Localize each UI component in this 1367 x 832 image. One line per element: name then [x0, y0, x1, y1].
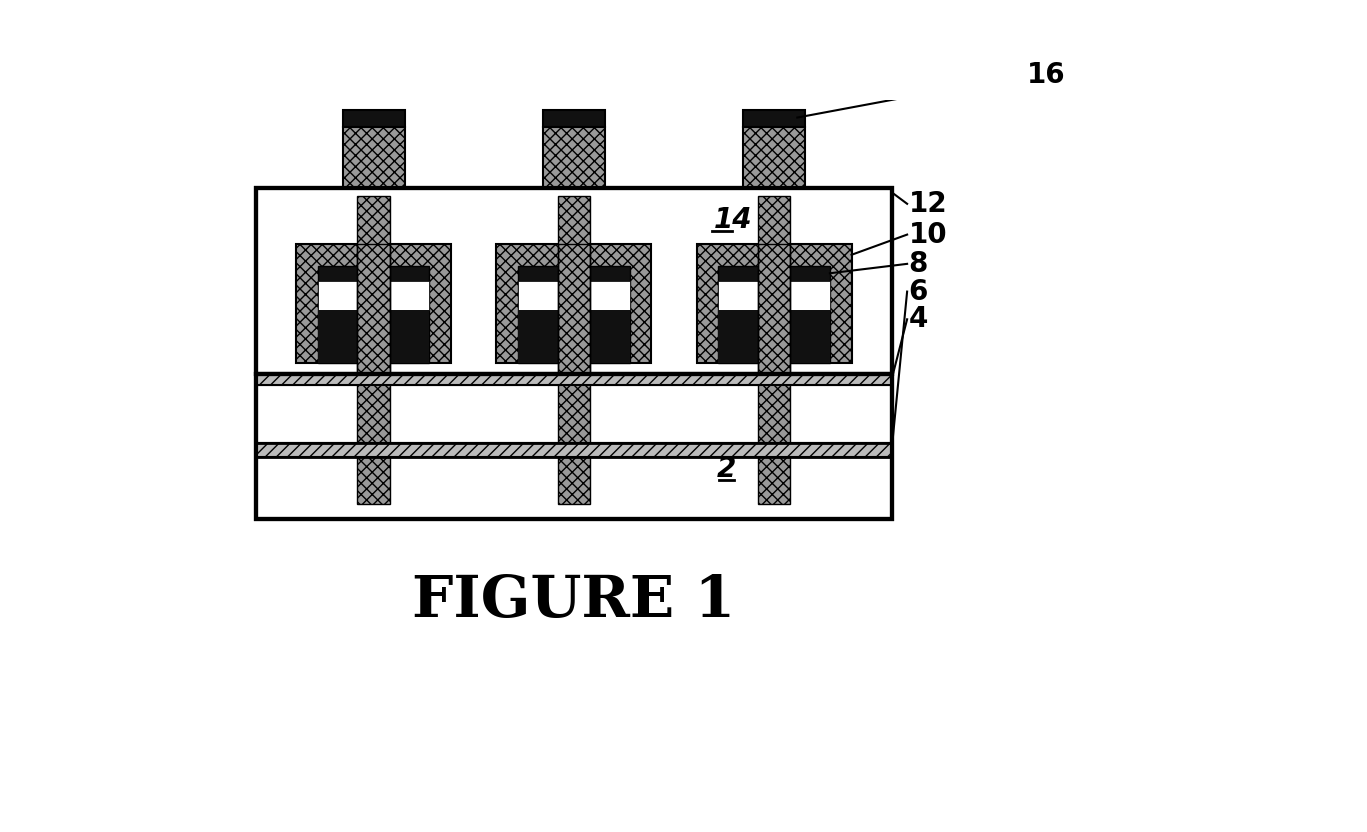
Bar: [518, 310, 630, 364]
Bar: [518, 281, 630, 310]
Bar: [256, 188, 891, 374]
Text: 8: 8: [909, 250, 928, 278]
Text: 14: 14: [714, 206, 752, 234]
Bar: [718, 281, 830, 310]
Text: 16: 16: [1027, 62, 1066, 89]
Text: 2: 2: [716, 454, 735, 483]
Bar: [357, 244, 390, 377]
Bar: [256, 374, 891, 384]
Bar: [558, 244, 591, 377]
Text: 10: 10: [909, 220, 947, 249]
Bar: [543, 126, 604, 188]
Bar: [256, 188, 891, 374]
Bar: [343, 126, 405, 188]
Text: 4: 4: [909, 305, 928, 334]
Bar: [319, 310, 429, 364]
Bar: [496, 244, 651, 364]
Bar: [256, 374, 891, 519]
Bar: [518, 265, 630, 364]
Bar: [718, 310, 830, 364]
Bar: [697, 244, 852, 364]
Text: FIGURE 1: FIGURE 1: [413, 573, 735, 629]
Text: 6: 6: [909, 278, 928, 305]
Bar: [757, 244, 790, 377]
Bar: [744, 110, 805, 126]
Bar: [744, 126, 805, 188]
Bar: [319, 281, 429, 310]
Bar: [757, 196, 790, 504]
Bar: [256, 443, 891, 458]
Bar: [297, 244, 451, 364]
Bar: [256, 374, 891, 384]
Bar: [319, 265, 429, 364]
Bar: [256, 443, 891, 458]
Bar: [718, 265, 830, 364]
Bar: [543, 110, 604, 126]
Bar: [343, 110, 405, 126]
Bar: [357, 196, 390, 504]
Bar: [256, 374, 891, 519]
Bar: [558, 196, 591, 504]
Text: 12: 12: [909, 190, 947, 218]
